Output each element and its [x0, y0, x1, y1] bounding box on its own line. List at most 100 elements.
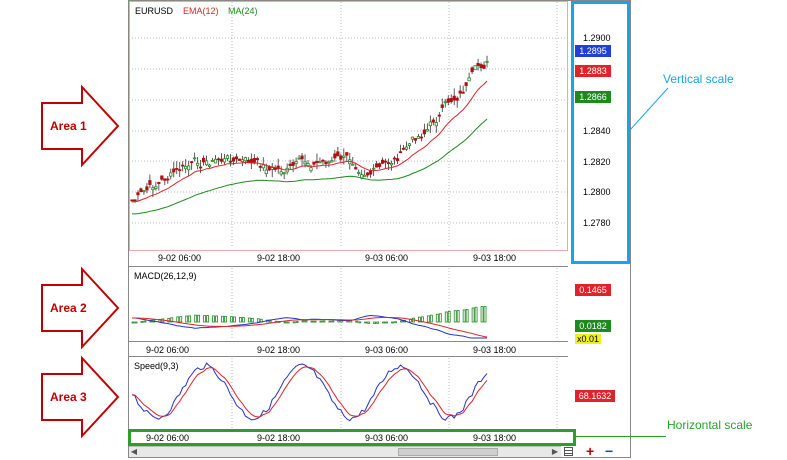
macd-histogram-bar	[304, 320, 308, 323]
macd-multiplier: x0.01	[575, 334, 602, 344]
horizontal-scale-highlight[interactable]	[128, 429, 576, 446]
zoom-in-button[interactable]: +	[586, 443, 595, 459]
candle-body	[366, 172, 370, 176]
candle-body	[446, 98, 450, 103]
macd-histogram-bar	[465, 309, 469, 323]
macd-histogram-bar	[426, 315, 430, 323]
candle-body	[142, 190, 146, 193]
candle-body	[175, 168, 179, 170]
candle-body	[207, 164, 212, 167]
panes-icon[interactable]	[564, 447, 573, 456]
speed-k-line	[131, 362, 488, 422]
price-pane[interactable]	[129, 1, 568, 251]
time-tick-p1-2: 9-02 18:00	[257, 253, 301, 263]
candle-body	[240, 159, 244, 163]
candle-body	[166, 178, 170, 181]
candle-body	[297, 157, 301, 160]
ma-price-tag: 1.2866	[575, 91, 611, 103]
candle-body	[204, 160, 209, 166]
candle-body	[309, 167, 313, 172]
candle-body	[413, 138, 418, 141]
ma-line	[132, 118, 488, 215]
macd-histogram-bar	[221, 315, 224, 323]
macd-histogram-bar	[358, 321, 362, 324]
macd-histogram-bar	[283, 321, 287, 324]
vertical-scale-highlight[interactable]	[571, 1, 630, 264]
candle-body	[288, 163, 292, 166]
candle-body	[202, 157, 206, 163]
candle-body	[216, 158, 221, 161]
zoom-out-button[interactable]: −	[605, 443, 614, 459]
macd-histogram-bar	[483, 306, 487, 323]
candle-body	[479, 64, 483, 68]
candle-body	[196, 162, 200, 166]
macd-histogram-bar	[382, 321, 386, 324]
macd-histogram-bar	[194, 314, 198, 323]
time-tick-p1-3: 9-03 06:00	[365, 253, 409, 263]
candle-body	[300, 155, 304, 160]
candle-body	[243, 157, 247, 162]
candle-body	[395, 158, 400, 162]
candle-body	[225, 155, 230, 159]
price-tick-5: 1.2780	[583, 218, 611, 228]
macd-histogram-bar	[471, 307, 475, 323]
macd-histogram-bar	[376, 321, 380, 324]
scroll-thumb[interactable]	[398, 448, 498, 456]
macd-histogram-bar	[331, 320, 335, 323]
macd-histogram-bar	[295, 321, 299, 323]
macd-histogram-bar	[292, 321, 296, 324]
candle-body	[401, 147, 406, 150]
candle-body	[410, 136, 415, 140]
candle-body	[231, 157, 236, 162]
macd-histogram-bar	[185, 315, 189, 323]
vertical-scale-leader	[629, 87, 669, 131]
speed-d-line	[131, 366, 488, 418]
scroll-right-button[interactable]: ▶	[551, 447, 559, 456]
candle-body	[407, 143, 412, 147]
candle-body	[363, 174, 367, 178]
macd-histogram-bar	[462, 309, 466, 323]
macd-histogram-bar	[247, 317, 251, 323]
time-tick-p2-3: 9-03 06:00	[365, 345, 409, 355]
macd-pane[interactable]	[129, 266, 568, 342]
candle-body	[318, 161, 322, 164]
candle-body	[431, 119, 435, 123]
candle-body	[234, 156, 239, 160]
horizontal-scrollbar[interactable]	[129, 446, 561, 457]
scroll-left-button[interactable]: ◀	[130, 447, 138, 456]
candle-body	[354, 167, 358, 170]
candle-body	[345, 152, 349, 156]
macd-histogram-bar	[355, 320, 359, 323]
macd-histogram-bar	[480, 306, 484, 323]
candle-body	[255, 158, 259, 161]
candle-body	[485, 60, 489, 63]
candle-body	[157, 182, 161, 184]
speed-tag: 68.1632	[575, 390, 615, 402]
time-tick-p1-4: 9-03 18:00	[473, 253, 517, 263]
candle-body	[219, 158, 224, 162]
candle-body	[324, 161, 328, 164]
horizontal-scale-leader	[576, 436, 666, 437]
candle-body	[383, 160, 388, 163]
macd-histogram-bar	[131, 321, 135, 324]
candle-body	[291, 162, 295, 166]
time-tick-p2-4: 9-03 18:00	[473, 345, 517, 355]
candle-body	[187, 165, 191, 171]
candle-body	[136, 192, 140, 196]
candle-body	[389, 163, 394, 166]
candle-body	[330, 160, 334, 163]
candle-body	[258, 165, 262, 168]
candle-body	[154, 186, 158, 189]
candle-body	[178, 169, 182, 172]
candle-body	[252, 158, 256, 163]
candle-body	[267, 166, 271, 171]
last-price-tag: 1.2895	[575, 45, 611, 57]
candle-body	[306, 163, 310, 167]
macd-histogram-bar	[167, 317, 171, 323]
candle-body	[482, 64, 486, 69]
macd-histogram-bar	[268, 320, 272, 323]
speed-pane[interactable]	[129, 356, 568, 431]
area1-label: Area 1	[50, 119, 87, 133]
candle-body	[425, 129, 429, 132]
